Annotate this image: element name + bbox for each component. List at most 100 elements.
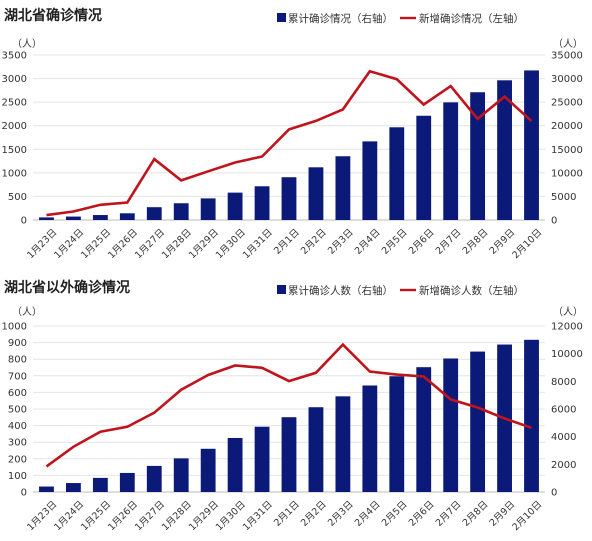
c1-bar — [335, 156, 351, 220]
c2-bar — [281, 417, 297, 492]
c2-bar — [416, 367, 432, 492]
c2-x-tick: 2月1日 — [272, 499, 302, 529]
c1-bar — [470, 92, 486, 220]
c1-bar — [416, 115, 432, 220]
c2-left-tick: 500 — [8, 405, 27, 416]
c2-legend-bar-swatch — [277, 285, 286, 294]
c2-left-tick: 600 — [8, 388, 27, 399]
c2-left-tick: 200 — [8, 454, 27, 465]
c1-x-tick: 1月31日 — [241, 227, 275, 261]
c1-left-tick: 0 — [21, 216, 27, 227]
c1-x-tick: 2月5日 — [380, 227, 410, 257]
c1-bar — [308, 167, 324, 220]
c1-right-unit: （人） — [553, 38, 583, 50]
c1-left-tick: 500 — [8, 192, 27, 203]
c1-right-tick: 0 — [551, 216, 557, 227]
c2-x-tick: 1月31日 — [241, 499, 275, 533]
c1-left-tick: 3000 — [2, 74, 27, 85]
c1-bar — [200, 198, 216, 220]
c2-x-tick: 2月6日 — [407, 499, 437, 529]
c1-bar — [524, 70, 539, 220]
c1-left-tick: 2500 — [2, 98, 27, 109]
c1-line — [46, 69, 533, 217]
c1-x-tick: 2月10日 — [510, 227, 544, 261]
c2-bar — [173, 458, 189, 492]
c2-right-tick: 4000 — [551, 432, 576, 443]
c2-bar — [146, 465, 162, 492]
c1-bar — [389, 127, 405, 220]
c1-x-tick: 2月8日 — [461, 227, 491, 257]
chart-hubei: 湖北省确诊情况 （人） （人） 0 500 1000 1500 2000 2500 3000 350… — [2, 7, 583, 261]
c1-x-tick: 2月6日 — [407, 227, 437, 257]
c2-bar — [200, 448, 216, 492]
c1-right-tick: 15000 — [551, 145, 583, 156]
c1-bar — [443, 102, 459, 220]
c1-x-tick: 2月1日 — [272, 227, 302, 257]
c1-x-tick: 2月2日 — [299, 227, 329, 257]
c2-x-tick: 2月3日 — [326, 499, 356, 529]
c1-x-tick: 2月4日 — [353, 227, 383, 257]
c1-right-tick: 10000 — [551, 168, 583, 179]
c1-bar — [173, 203, 189, 220]
c1-right-tick: 25000 — [551, 98, 583, 109]
c2-bar — [443, 358, 459, 492]
c1-left-tick: 1000 — [2, 168, 27, 179]
c2-left-tick: 100 — [8, 471, 27, 482]
c2-left-tick: 1000 — [2, 322, 27, 333]
c2-bar — [335, 396, 351, 492]
c2-bar — [119, 472, 135, 492]
c2-x-tick: 2月2日 — [299, 499, 329, 529]
c2-left-tick: 0 — [21, 488, 27, 499]
c2-x-tick: 2月5日 — [380, 499, 410, 529]
c2-bar — [66, 483, 81, 492]
c2-left-tick: 300 — [8, 438, 27, 449]
c1-bar — [39, 217, 54, 220]
c1-bar — [146, 207, 162, 220]
c2-right-tick: 8000 — [551, 377, 576, 388]
c2-x-tick: 2月10日 — [510, 499, 544, 533]
c2-bar — [39, 486, 54, 492]
c1-left-unit: （人） — [12, 38, 42, 50]
c2-bar — [362, 385, 378, 492]
c2-right-tick: 0 — [551, 488, 557, 499]
c2-line — [45, 342, 532, 468]
c1-right-tick: 35000 — [551, 51, 583, 62]
c2-bar — [470, 351, 486, 492]
c1-bar — [92, 215, 108, 220]
c1-right-tick: 30000 — [551, 74, 583, 85]
c2-right-unit: （人） — [553, 306, 583, 318]
c1-x-tick: 2月3日 — [326, 227, 356, 257]
c2-right-tick: 10000 — [551, 349, 583, 360]
c2-bar — [227, 437, 243, 492]
c1-title: 湖北省确诊情况 — [4, 7, 102, 24]
c2-x-tick: 2月4日 — [353, 499, 383, 529]
c1-bar — [362, 141, 378, 220]
c2-title: 湖北省以外确诊情况 — [4, 279, 130, 296]
c2-left-unit: （人） — [12, 306, 42, 318]
c2-x-tick: 2月8日 — [461, 499, 491, 529]
c2-left-tick: 700 — [8, 371, 27, 382]
c1-left-tick: 2000 — [2, 121, 27, 132]
c1-bar — [119, 213, 135, 220]
c1-legend-bar-label: 累计确诊情况（右轴） — [288, 12, 393, 25]
c1-bar — [254, 186, 270, 220]
c2-left-tick: 800 — [8, 355, 27, 366]
c2-legend-line-label: 新增确诊人数（左轴） — [419, 284, 524, 297]
c1-left-tick: 1500 — [2, 145, 27, 156]
c2-legend-bar-label: 累计确诊人数（右轴） — [288, 284, 393, 297]
c1-right-tick: 5000 — [551, 192, 576, 203]
c1-bar — [66, 216, 81, 220]
chart-outside-hubei: 湖北省以外确诊情况 （人） （人） 0 100 200 300 400 500 600 700 800… — [2, 279, 583, 533]
c2-left-tick: 900 — [8, 338, 27, 349]
c2-bar — [308, 407, 324, 492]
c2-bar — [92, 477, 108, 492]
c2-right-tick: 6000 — [551, 405, 576, 416]
c1-legend-bar-swatch — [277, 13, 286, 22]
c2-bar — [524, 339, 539, 492]
c2-right-tick: 2000 — [551, 460, 576, 471]
c1-right-tick: 20000 — [551, 121, 583, 132]
c2-bar — [389, 376, 405, 492]
c2-right-tick: 12000 — [551, 322, 583, 333]
c1-left-tick: 3500 — [2, 51, 27, 62]
